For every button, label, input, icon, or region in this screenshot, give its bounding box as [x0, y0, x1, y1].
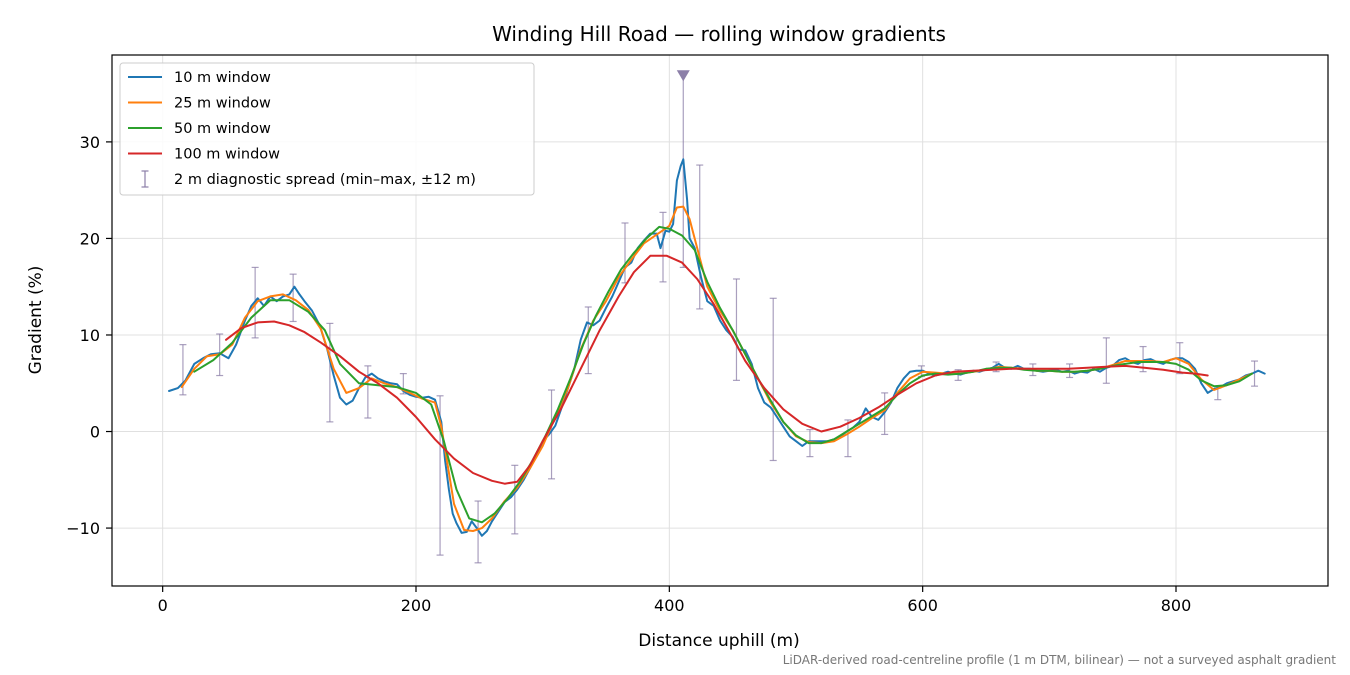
legend-label: 50 m window: [174, 121, 271, 137]
diagnostic-errorbar: [364, 365, 372, 419]
x-tick-label: 200: [401, 596, 432, 615]
diagnostic-errorbar: [659, 211, 667, 283]
y-tick-label: 10: [80, 326, 100, 345]
x-tick-label: 0: [158, 596, 168, 615]
x-tick-label: 400: [654, 596, 685, 615]
series-lines: [168, 158, 1266, 537]
x-tick-label: 800: [1161, 596, 1192, 615]
series-line: [225, 254, 1209, 485]
diagnostic-errorbar: [696, 164, 704, 310]
diagnostic-errorbar: [732, 278, 740, 381]
chart-title: Winding Hill Road — rolling window gradi…: [492, 22, 946, 46]
diagnostic-errorbar: [844, 419, 852, 458]
legend-swatch-errorbar: [141, 170, 149, 188]
x-tick-label: 600: [907, 596, 938, 615]
y-axis-label: Gradient (%): [26, 266, 46, 375]
y-tick-label: 30: [80, 133, 100, 152]
diagnostic-errorbar: [179, 344, 187, 396]
x-axis: 0 200 400 600 800: [158, 586, 1192, 615]
diagnostic-errorbar: [474, 500, 482, 564]
legend-frame: [119, 62, 535, 196]
y-tick-label: 0: [90, 423, 100, 442]
diagnostic-errorbar: [548, 389, 556, 480]
series-line: [193, 225, 1253, 524]
diagnostic-errorbar: [1102, 337, 1110, 384]
y-tick-label: −10: [66, 519, 100, 538]
diagnostic-errorbar: [289, 273, 297, 323]
legend: 10 m window 25 m window 50 m window 100 m w…: [119, 62, 535, 196]
diagnostic-max-marker: [676, 70, 690, 82]
legend-label: 25 m window: [174, 96, 271, 112]
legend-label: 100 m window: [174, 147, 280, 163]
plot-frame: [111, 54, 1329, 587]
footnote: LiDAR-derived road-centreline profile (1…: [783, 653, 1337, 667]
y-tick-label: 20: [80, 229, 100, 248]
y-axis: −10 0 10 20 30: [66, 133, 112, 538]
diagnostic-errorbar: [511, 464, 519, 535]
legend-label: 2 m diagnostic spread (min–max, ±12 m): [174, 172, 476, 188]
legend-label: 10 m window: [174, 70, 271, 86]
x-axis-label: Distance uphill (m): [638, 631, 799, 651]
series-line: [180, 205, 1253, 532]
diagnostic-errorbar: [769, 297, 777, 462]
grid: [112, 55, 1328, 586]
diagnostic-errorbar: [1251, 360, 1259, 387]
diagnostic-errorbar: [584, 306, 592, 375]
